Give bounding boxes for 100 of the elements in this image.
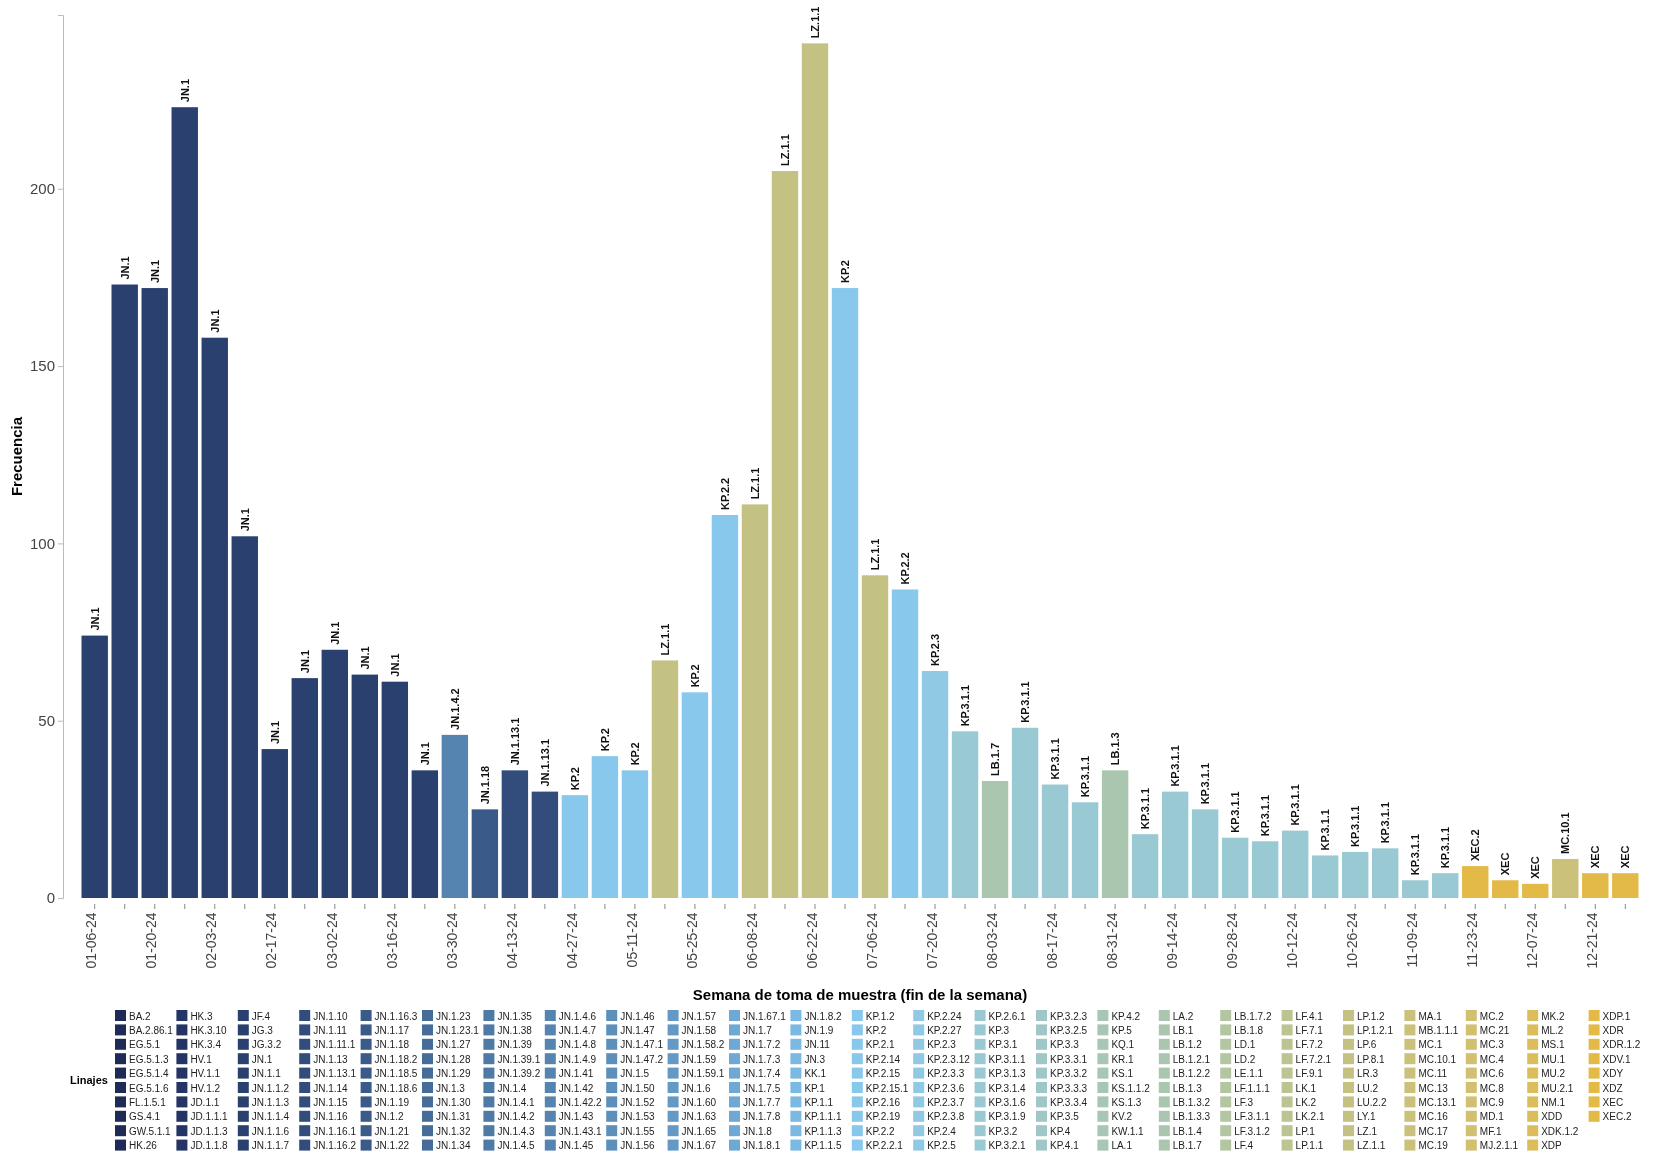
bar: [1161, 791, 1189, 898]
category-label: MF.1: [1479, 1125, 1502, 1137]
category-label: MK.2: [1541, 1010, 1565, 1022]
category-label: LB.1.7.2: [1234, 1010, 1272, 1022]
x-tick-label: 10-26-24: [1343, 912, 1360, 969]
category-label: KP.3: [988, 1024, 1010, 1036]
category-label: KP.2.16: [865, 1096, 901, 1108]
x-tick-label: 01-20-24: [143, 912, 160, 969]
bar: [81, 635, 108, 898]
category-label: MA.1: [1418, 1010, 1443, 1022]
category-label: KP.3.1.3: [988, 1068, 1027, 1080]
category-label: JN.1.6: [681, 1082, 711, 1094]
category-label: JN.1.52: [620, 1096, 656, 1108]
category-label: JF.4: [251, 1010, 271, 1022]
category-label: KP.2.4: [927, 1125, 957, 1137]
category-label: KS.1.3: [1111, 1096, 1142, 1108]
category-label: HV.1.2: [190, 1082, 221, 1094]
y-tick-label: 150: [29, 357, 55, 375]
x-tick-label: 12-07-24: [1523, 912, 1540, 969]
data-label: JN.1: [148, 259, 161, 284]
bar: [1432, 873, 1459, 898]
bar: [261, 749, 288, 898]
data-label: KP.3.1.1: [1229, 791, 1242, 833]
category-label: LF.1.1.1: [1234, 1082, 1271, 1094]
bar: [1612, 873, 1639, 898]
category-label: KS.1.1.2: [1111, 1082, 1151, 1094]
bar: [891, 589, 919, 898]
category-label: EG.5.1.3: [129, 1053, 169, 1065]
category-label: KP.1.1: [804, 1096, 834, 1108]
category-label: MU.2.1: [1541, 1082, 1574, 1094]
category-label: KP.3.3: [1050, 1039, 1080, 1051]
category-label: LB.1.3.3: [1172, 1111, 1211, 1123]
category-label: JD.1.1.1: [190, 1111, 229, 1123]
category-label: KP.1.2: [865, 1010, 895, 1022]
category-label: KK.1: [804, 1068, 827, 1080]
data-label: KP.3.1.1: [1349, 805, 1362, 847]
category-label: GW.5.1.1: [129, 1125, 172, 1137]
category-label: KP.3.1.4: [988, 1082, 1027, 1094]
category-label: JD.1.1.8: [190, 1140, 229, 1152]
category-label: JN.1.31: [436, 1111, 471, 1123]
category-label: XDD: [1541, 1111, 1563, 1123]
category-label: JN.1.4.2: [497, 1111, 536, 1123]
category-label: MS.1: [1541, 1039, 1565, 1051]
category-label: KP.1.1.5: [804, 1140, 842, 1152]
bar: [381, 681, 409, 898]
category-label: KP.1.1.1: [804, 1111, 842, 1123]
category-label: JN.1.7.5: [743, 1082, 781, 1094]
category-label: JN.1.27: [436, 1039, 471, 1051]
category-label: JG.3.2: [251, 1039, 282, 1051]
category-label: LF.4.1: [1295, 1010, 1324, 1022]
category-label: JN.1.1.4: [251, 1111, 290, 1123]
category-label: LU.2: [1357, 1082, 1379, 1094]
bar: [531, 791, 559, 898]
category-label: MC.1: [1418, 1039, 1443, 1051]
bar: [771, 171, 799, 898]
category-label: MC.3: [1479, 1039, 1505, 1051]
category-label: JN.1.7.8: [743, 1111, 781, 1123]
category-label: LB.1.4: [1172, 1125, 1203, 1137]
category-label: HK.26: [129, 1140, 158, 1152]
category-label: LF.3.1.1: [1234, 1111, 1271, 1123]
x-tick-label: 04-13-24: [503, 912, 520, 969]
data-label: KP.2: [568, 767, 581, 791]
category-label: ML.2: [1541, 1024, 1564, 1036]
category-label: FL.1.5.1: [129, 1096, 167, 1108]
bar: [471, 809, 499, 898]
category-label: LB.1.2.2: [1172, 1068, 1211, 1080]
x-tick-label: 04-27-24: [563, 912, 580, 969]
category-label: LB.1: [1172, 1024, 1194, 1036]
data-label: KP.3.1.1: [1139, 787, 1152, 830]
data-label: JN.1: [238, 508, 251, 532]
category-label: JN.1.47.1: [620, 1039, 664, 1051]
category-label: JN.1.56: [620, 1140, 656, 1152]
category-label: MC.19: [1418, 1140, 1449, 1152]
category-label: MC.4: [1479, 1053, 1505, 1065]
category-label: KP.2.3.12: [927, 1053, 971, 1065]
category-label: JN.1.59.1: [681, 1068, 725, 1080]
text: Linajes: [70, 1074, 108, 1086]
category-label: MU.2: [1541, 1068, 1566, 1080]
y-tick-label: 50: [38, 711, 55, 729]
category-label: MC.21: [1479, 1024, 1510, 1036]
category-label: MC.17: [1418, 1125, 1449, 1137]
category-label: JN.1.55: [620, 1125, 656, 1137]
bar: [1101, 770, 1129, 898]
category-label: LP.1.1: [1295, 1140, 1324, 1152]
category-label: LB.1.2: [1172, 1039, 1203, 1051]
category-label: LY.1: [1357, 1111, 1376, 1123]
bar: [441, 734, 469, 898]
category-label: MC.11: [1418, 1068, 1448, 1080]
category-label: LF.3.1.2: [1234, 1125, 1271, 1137]
data-label: KP.3.1.1: [1169, 745, 1182, 787]
category-label: LK.2: [1295, 1096, 1317, 1108]
data-label: JN.1: [418, 742, 431, 766]
category-label: JN.1.58: [681, 1024, 717, 1036]
category-label: KP.2.1: [865, 1039, 895, 1051]
data-label: JN.1: [328, 621, 341, 645]
category-label: LP.1: [1295, 1125, 1316, 1137]
data-label: KP.3.1.1: [1019, 681, 1032, 723]
x-tick-label: 09-28-24: [1223, 912, 1240, 969]
bar: [111, 284, 138, 898]
bar: [861, 575, 889, 898]
